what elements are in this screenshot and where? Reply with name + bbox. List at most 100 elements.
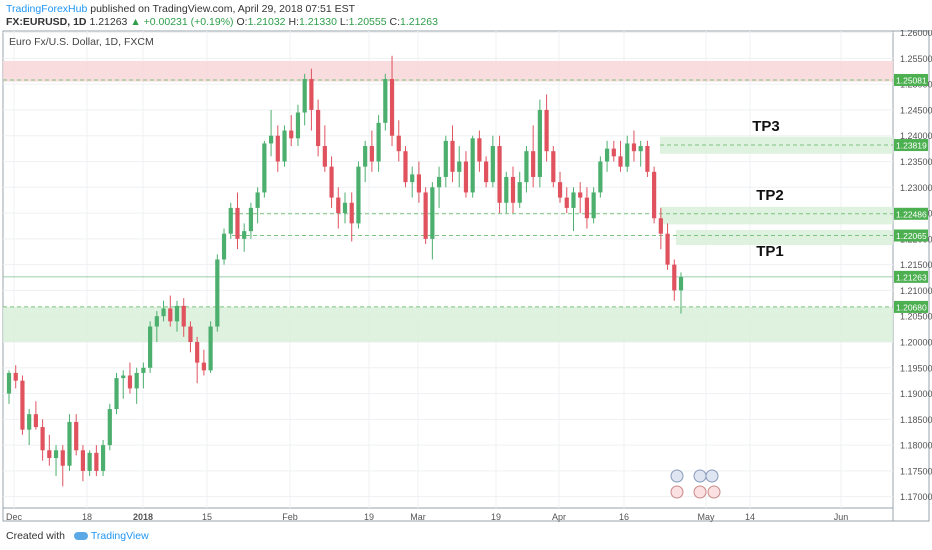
time-tick-label: 14 — [745, 512, 755, 522]
candle-body — [289, 130, 294, 139]
calendar-event-icon[interactable] — [705, 469, 719, 483]
price-tick-label: 1.21000 — [900, 286, 932, 296]
candle-body — [645, 146, 650, 172]
calendar-event-icon[interactable] — [693, 469, 707, 483]
low-value: 1.20555 — [348, 16, 387, 28]
time-tick-label: Feb — [282, 512, 298, 522]
candle-body — [376, 122, 381, 162]
candle-body — [154, 316, 159, 327]
candle-body — [477, 138, 482, 162]
candle-body — [268, 135, 274, 144]
candle-body — [537, 109, 542, 177]
price-tick-label: 1.23500 — [900, 157, 932, 167]
candle-body — [309, 78, 314, 110]
level-price-label: 1.23819 — [896, 141, 927, 151]
calendar-event-icon[interactable] — [670, 485, 684, 499]
candle-body — [524, 151, 529, 183]
candle-body — [87, 452, 92, 471]
open-label: O: — [236, 16, 248, 28]
candle-body — [484, 161, 489, 183]
calendar-event-icon[interactable] — [693, 485, 707, 499]
candle-body — [275, 135, 280, 162]
price-chart[interactable]: 1.260001.255001.250001.245001.240001.235… — [0, 30, 932, 528]
candle-body — [531, 151, 536, 177]
candle-body — [490, 146, 495, 183]
price-tick-label: 1.17500 — [900, 466, 932, 476]
candle-body — [611, 148, 616, 157]
candle-body — [114, 378, 119, 410]
price-tick-label: 1.20500 — [900, 312, 932, 322]
time-tick-label: 16 — [619, 512, 629, 522]
candle-body — [295, 112, 301, 139]
candle-body — [148, 326, 153, 368]
tradingview-logo[interactable]: TradingView — [90, 530, 149, 542]
candle-body — [329, 166, 334, 198]
level-lines — [3, 79, 893, 308]
chart-title: Euro Fx/U.S. Dollar, 1D, FXCM — [9, 36, 154, 48]
candle-body — [665, 233, 670, 265]
candle-body — [74, 421, 79, 451]
candle-body — [517, 182, 522, 203]
candle-body — [510, 176, 516, 203]
price-tick-label: 1.19000 — [900, 389, 932, 399]
candle-body — [618, 156, 623, 167]
price-tick-label: 1.18500 — [900, 415, 932, 425]
candle-body — [282, 130, 287, 162]
support-zone — [3, 306, 893, 342]
target-label: TP1 — [756, 243, 784, 260]
price-tick-label: 1.20000 — [900, 337, 932, 347]
candle-body — [436, 176, 442, 188]
resistance-zone — [3, 60, 893, 82]
candle-body — [463, 161, 469, 193]
candle-body — [127, 375, 133, 389]
candle-body — [625, 143, 630, 167]
candle-body — [107, 409, 112, 446]
price-tick-label: 1.25500 — [900, 54, 932, 64]
publisher-link[interactable]: TradingForexHub — [6, 3, 88, 15]
target-labels: TP3 TP2 TP1 — [752, 118, 784, 260]
candle-body — [631, 143, 637, 152]
candle-body — [208, 326, 213, 371]
close-value: 1.21263 — [400, 16, 438, 28]
candle-body — [363, 146, 368, 167]
candle-body — [121, 375, 126, 379]
candle-body — [201, 362, 206, 371]
last-price-badge — [894, 270, 928, 283]
calendar-event-icon[interactable] — [707, 485, 721, 499]
time-axis[interactable]: Dec 18 2018 15 Feb 19 Mar 19 Apr 16 May 14 Jun — [6, 512, 848, 522]
candle-body — [27, 414, 32, 430]
calendar-event-icon[interactable] — [670, 469, 684, 483]
event-icons[interactable] — [670, 469, 721, 499]
time-tick-label: Dec — [6, 512, 23, 522]
candle-body — [242, 231, 247, 239]
candles — [6, 55, 684, 487]
candle-body — [544, 109, 549, 152]
price-axis[interactable]: 1.260001.255001.250001.245001.240001.235… — [894, 30, 932, 502]
price-tick-label: 1.19500 — [900, 363, 932, 373]
candle-body — [396, 135, 401, 152]
candle-body — [94, 452, 99, 471]
candle-body — [604, 148, 610, 162]
price-tick-label: 1.24500 — [900, 105, 932, 115]
candle-body — [134, 372, 139, 389]
candle-body — [161, 308, 166, 317]
candle-body — [215, 259, 220, 327]
target-label: TP2 — [756, 187, 784, 204]
candle-body — [430, 187, 435, 239]
target-zone — [660, 136, 893, 154]
candle-body — [67, 421, 72, 466]
candle-body — [262, 143, 267, 193]
candle-body — [443, 140, 448, 177]
level-price-label: 1.20680 — [896, 302, 927, 312]
time-tick-label: Mar — [410, 512, 426, 522]
candle-body — [188, 326, 193, 342]
candle-body — [336, 197, 341, 214]
candle-body — [181, 305, 186, 327]
low-label: L: — [339, 16, 349, 28]
level-price-badge — [894, 207, 928, 220]
candle-body — [584, 197, 590, 219]
price-tick-label: 1.24000 — [900, 131, 932, 141]
open-value: 1.21032 — [247, 16, 286, 28]
candle-body — [450, 140, 455, 172]
symbol-ohlc-line: FX:EURUSD, 1D 1.21263 ▲ +0.00231 (+0.19%… — [6, 16, 438, 28]
